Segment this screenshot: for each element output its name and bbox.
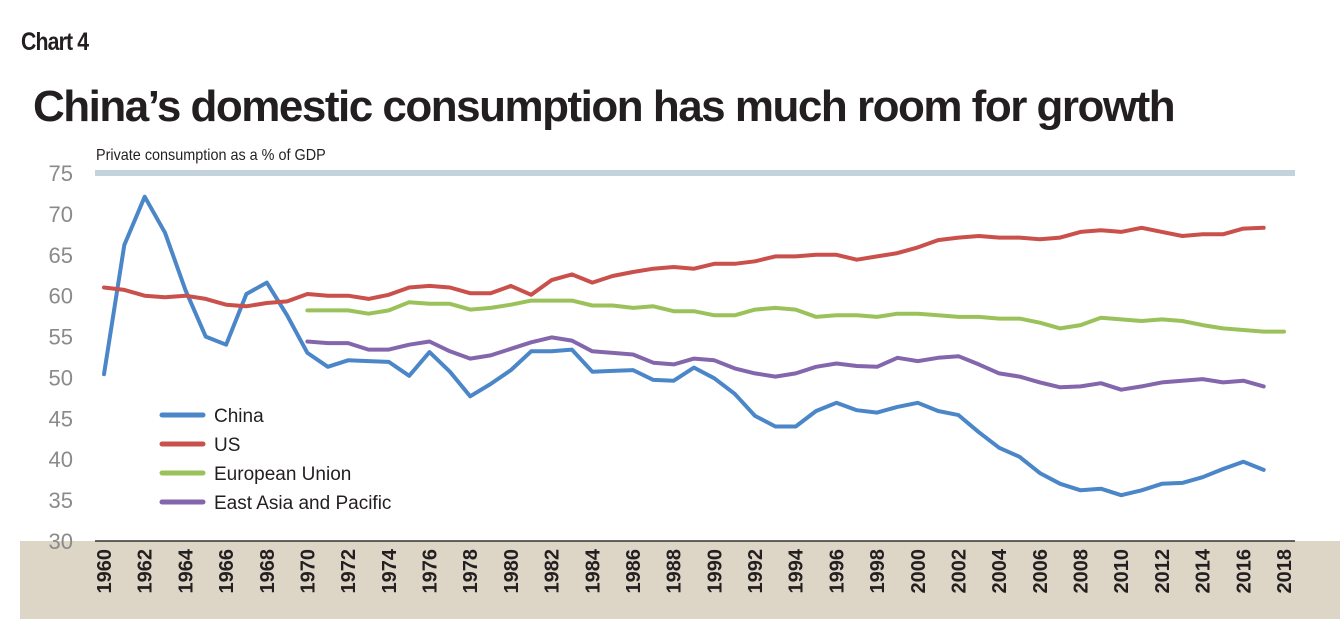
legend: China US European Union East Asia and Pacif… <box>159 406 391 514</box>
x-tick-label: 2000 <box>908 549 930 594</box>
x-tick-label: 2004 <box>989 548 1011 593</box>
x-tick-label: 2012 <box>1152 549 1174 594</box>
x-tick-label: 1992 <box>745 549 767 594</box>
y-tick-label: 45 <box>49 406 73 431</box>
y-tick-label: 75 <box>49 161 73 186</box>
chart-number-label: Chart 4 <box>21 28 89 56</box>
x-tick-label: 2006 <box>1030 549 1052 594</box>
x-tick-label: 1970 <box>297 549 319 594</box>
y-tick-label: 30 <box>49 529 73 554</box>
x-tick-label: 1966 <box>216 549 238 594</box>
x-tick-label: 1960 <box>94 549 116 594</box>
x-tick-label: 1974 <box>379 548 401 593</box>
x-tick-label: 1976 <box>420 549 442 594</box>
x-tick-label: 2016 <box>1233 549 1255 594</box>
x-tick-label: 1990 <box>704 549 726 594</box>
series-line-european-union <box>305 298 1286 334</box>
chart-title: China’s domestic consumption has much ro… <box>33 82 1176 131</box>
x-tick-label: 1964 <box>175 548 197 593</box>
x-tick-label: 2010 <box>1111 549 1133 594</box>
x-tick-label: 2014 <box>1193 548 1215 593</box>
x-tick-label: 2018 <box>1274 549 1296 594</box>
x-axis-band <box>20 541 1340 619</box>
legend-label: East Asia and Pacific <box>214 493 391 514</box>
y-tick-label: 65 <box>49 243 73 268</box>
x-tick-label: 1962 <box>135 549 157 594</box>
x-tick-label: 1978 <box>460 549 482 594</box>
x-tick-label: 2002 <box>948 549 970 594</box>
x-tick-label: 1996 <box>826 549 848 594</box>
series-line-china <box>102 194 1266 498</box>
y-tick-label: 60 <box>49 284 73 309</box>
legend-label: US <box>214 435 240 456</box>
chart-subtitle: Private consumption as a % of GDP <box>96 147 326 164</box>
y-tick-label: 50 <box>49 365 73 390</box>
series-line-us <box>102 225 1266 309</box>
y-tick-label: 70 <box>49 202 73 227</box>
series-line-east-asia-and-pacific <box>305 335 1266 392</box>
top-rule <box>95 170 1295 176</box>
x-tick-label: 1980 <box>501 549 523 594</box>
y-tick-label: 40 <box>49 447 73 472</box>
y-tick-label: 35 <box>49 488 73 513</box>
x-tick-label: 1994 <box>786 548 808 593</box>
legend-label: China <box>214 406 264 427</box>
legend-label: European Union <box>214 464 351 485</box>
x-tick-label: 1972 <box>338 549 360 594</box>
x-tick-label: 1988 <box>664 549 686 594</box>
x-tick-label: 1998 <box>867 549 889 594</box>
x-tick-label: 1984 <box>582 548 604 593</box>
x-tick-label: 1986 <box>623 549 645 594</box>
x-tick-label: 1982 <box>542 549 564 594</box>
x-tick-label: 1968 <box>257 549 279 594</box>
x-tick-label: 2008 <box>1071 549 1093 594</box>
y-tick-label: 55 <box>49 325 73 350</box>
